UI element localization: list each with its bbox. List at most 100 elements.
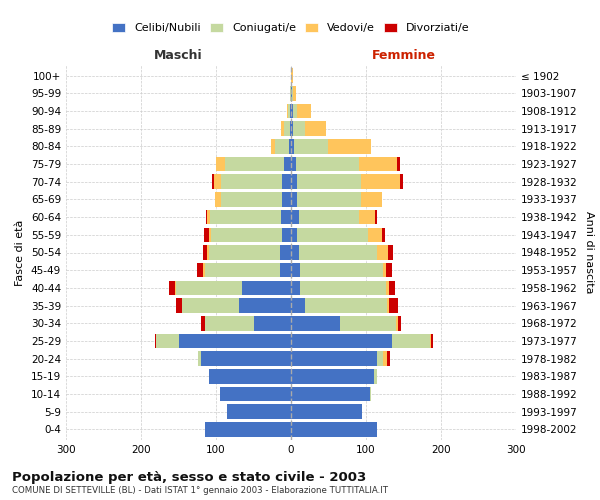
Bar bbox=[282, 174, 291, 189]
Bar bbox=[197, 263, 203, 278]
Bar bbox=[282, 228, 291, 242]
Bar bbox=[201, 352, 291, 366]
Bar bbox=[359, 210, 375, 224]
Bar bbox=[361, 192, 382, 206]
Bar bbox=[396, 316, 398, 330]
Bar bbox=[290, 104, 291, 118]
Text: Maschi: Maschi bbox=[154, 50, 203, 62]
Bar bbox=[214, 174, 221, 189]
Bar bbox=[227, 404, 291, 419]
Bar bbox=[359, 157, 397, 172]
Bar bbox=[299, 210, 359, 224]
Bar bbox=[291, 122, 293, 136]
Bar bbox=[211, 228, 282, 242]
Bar bbox=[209, 228, 211, 242]
Bar bbox=[209, 245, 280, 260]
Bar bbox=[291, 210, 299, 224]
Bar bbox=[221, 192, 282, 206]
Bar bbox=[176, 298, 182, 313]
Bar bbox=[387, 352, 390, 366]
Bar bbox=[400, 174, 403, 189]
Bar bbox=[271, 139, 275, 154]
Bar bbox=[383, 352, 387, 366]
Bar bbox=[389, 280, 395, 295]
Bar bbox=[288, 104, 290, 118]
Bar bbox=[201, 316, 205, 330]
Bar bbox=[291, 316, 340, 330]
Bar bbox=[294, 139, 328, 154]
Bar bbox=[198, 352, 201, 366]
Bar bbox=[383, 263, 386, 278]
Bar bbox=[397, 157, 400, 172]
Bar bbox=[210, 210, 281, 224]
Bar bbox=[205, 316, 254, 330]
Bar bbox=[291, 192, 297, 206]
Bar bbox=[386, 263, 392, 278]
Bar bbox=[291, 422, 377, 436]
Bar bbox=[389, 298, 398, 313]
Bar bbox=[205, 263, 280, 278]
Bar bbox=[305, 122, 325, 136]
Bar bbox=[297, 104, 311, 118]
Bar bbox=[392, 334, 430, 348]
Bar bbox=[293, 104, 297, 118]
Bar bbox=[254, 316, 291, 330]
Text: Popolazione per età, sesso e stato civile - 2003: Popolazione per età, sesso e stato civil… bbox=[12, 472, 366, 484]
Bar bbox=[296, 157, 359, 172]
Bar bbox=[373, 369, 377, 384]
Bar bbox=[209, 369, 291, 384]
Bar bbox=[299, 245, 377, 260]
Bar bbox=[281, 122, 284, 136]
Bar bbox=[377, 245, 388, 260]
Bar bbox=[203, 245, 207, 260]
Bar bbox=[207, 245, 209, 260]
Legend: Celibi/Nubili, Coniugati/e, Vedovi/e, Divorziati/e: Celibi/Nubili, Coniugati/e, Vedovi/e, Di… bbox=[108, 18, 474, 38]
Bar bbox=[375, 210, 377, 224]
Bar bbox=[297, 228, 368, 242]
Bar bbox=[368, 228, 382, 242]
Text: COMUNE DI SETTEVILLE (BL) - Dati ISTAT 1° gennaio 2003 - Elaborazione TUTTITALIA: COMUNE DI SETTEVILLE (BL) - Dati ISTAT 1… bbox=[12, 486, 388, 495]
Bar bbox=[280, 263, 291, 278]
Bar bbox=[156, 334, 179, 348]
Bar bbox=[242, 280, 291, 295]
Bar bbox=[220, 387, 291, 402]
Bar bbox=[291, 228, 297, 242]
Bar bbox=[293, 122, 305, 136]
Bar bbox=[291, 157, 296, 172]
Y-axis label: Fasce di età: Fasce di età bbox=[16, 220, 25, 286]
Bar bbox=[291, 245, 299, 260]
Bar bbox=[386, 280, 389, 295]
Bar bbox=[204, 228, 209, 242]
Bar bbox=[291, 387, 370, 402]
Bar bbox=[291, 86, 292, 101]
Bar bbox=[291, 298, 305, 313]
Bar bbox=[291, 174, 297, 189]
Bar bbox=[282, 192, 291, 206]
Bar bbox=[280, 245, 291, 260]
Bar bbox=[287, 104, 288, 118]
Bar bbox=[203, 263, 205, 278]
Bar bbox=[300, 280, 386, 295]
Bar bbox=[284, 122, 290, 136]
Bar bbox=[398, 316, 401, 330]
Bar bbox=[221, 174, 282, 189]
Bar bbox=[388, 245, 393, 260]
Bar bbox=[340, 316, 396, 330]
Y-axis label: Anni di nascita: Anni di nascita bbox=[584, 211, 594, 294]
Bar bbox=[387, 298, 389, 313]
Bar bbox=[300, 263, 383, 278]
Bar bbox=[275, 139, 289, 154]
Bar bbox=[291, 404, 362, 419]
Bar bbox=[290, 122, 291, 136]
Bar bbox=[207, 210, 210, 224]
Bar bbox=[370, 387, 371, 402]
Bar bbox=[169, 280, 175, 295]
Bar bbox=[281, 210, 291, 224]
Bar bbox=[289, 139, 291, 154]
Bar bbox=[297, 174, 361, 189]
Bar bbox=[179, 334, 291, 348]
Bar bbox=[182, 298, 239, 313]
Bar bbox=[361, 174, 400, 189]
Bar bbox=[291, 280, 300, 295]
Bar bbox=[291, 352, 377, 366]
